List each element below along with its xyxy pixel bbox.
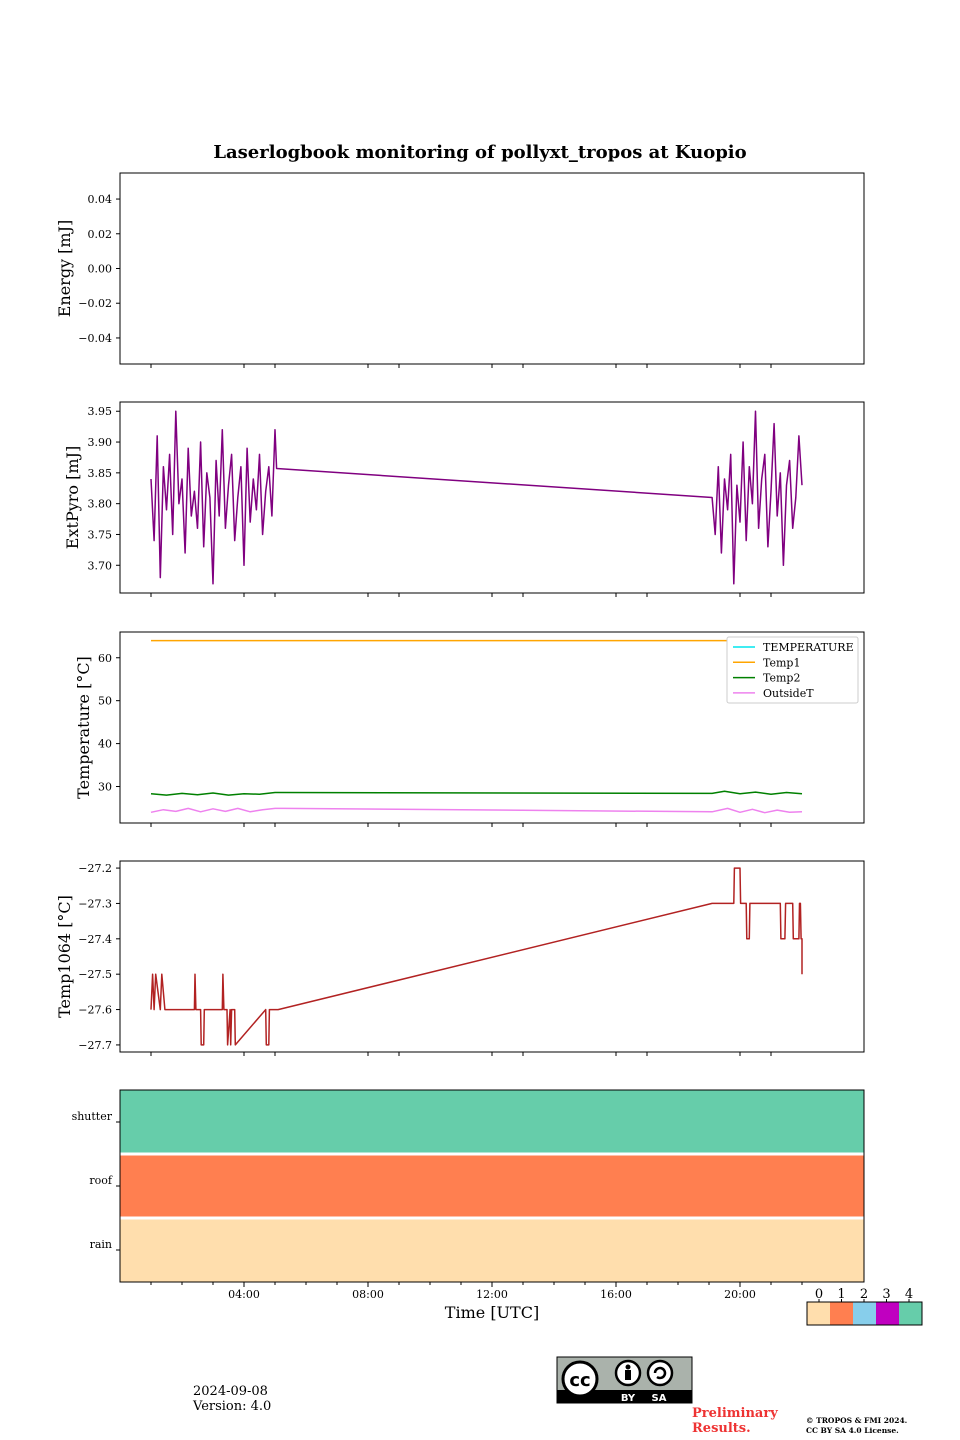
colorbar-tick-label: 2 — [860, 1287, 868, 1302]
y-axis-label: Energy [mJ] — [55, 220, 74, 318]
y-tick-label: 3.75 — [88, 528, 113, 541]
panel-frame — [119, 1089, 865, 1283]
legend: TEMPERATURE Temp1 Temp2 OutsideT — [726, 636, 859, 704]
y-tick-label: 3.85 — [88, 467, 113, 480]
colorbar-cell-3 — [876, 1302, 899, 1325]
colorbar-cell-4 — [899, 1302, 922, 1325]
panel-3: 60 50 40 30 Temperature [°C] TEMPERATURE Temp1… — [74, 631, 865, 827]
colorbar-cell-1 — [830, 1302, 853, 1325]
flag-row-rain — [120, 1218, 864, 1282]
legend-label: Temp1 — [763, 656, 800, 669]
legend-box — [726, 636, 859, 704]
legend-label: OutsideT — [763, 687, 814, 700]
copyright-line-2: CC BY SA 4.0 License. — [806, 1426, 899, 1435]
colorbar-tick-label: 3 — [882, 1287, 890, 1302]
by-icon-head — [625, 1364, 631, 1370]
y-tick-label: 0.02 — [88, 228, 113, 241]
y-tick-label: −27.6 — [78, 1004, 112, 1017]
cc-icon-letters: cc — [569, 1370, 590, 1391]
colorbar-tick-label: 0 — [815, 1287, 823, 1302]
flag-row-shutter — [120, 1090, 864, 1154]
panel-frame — [119, 860, 865, 1053]
y-tick-label: 0.04 — [88, 193, 113, 206]
panel-frame — [119, 401, 865, 594]
y-tick-label: 50 — [98, 695, 112, 708]
row-label-roof: roof — [89, 1174, 113, 1187]
by-label: BY — [621, 1393, 636, 1404]
y-tick-label: 3.80 — [88, 498, 113, 511]
y-tick-label: −0.04 — [78, 332, 112, 345]
y-tick-label: −0.02 — [78, 297, 112, 310]
colorbar-tick-label: 4 — [905, 1287, 913, 1302]
preliminary-label: Preliminary Results. — [692, 1406, 778, 1436]
y-tick-label: −27.7 — [78, 1039, 112, 1052]
panel-1: 0.04 0.02 0.00 −0.02 −0.04 Energy [mJ] — [55, 172, 865, 368]
series-line-outsidet — [150, 807, 803, 814]
series-line-temp2 — [150, 790, 803, 796]
panel-2: 3.95 3.90 3.85 3.80 3.75 3.70 ExtPyro [mJ] — [63, 401, 865, 597]
copyright-line-1: © TROPOS & FMI 2024. — [806, 1416, 908, 1425]
date-label: 2024-09-08 — [193, 1384, 268, 1399]
sa-label: SA — [652, 1393, 667, 1404]
legend-label: Temp2 — [763, 672, 800, 685]
y-tick-label: 3.95 — [88, 405, 113, 418]
series-line-p4 — [150, 867, 803, 1046]
x-tick-label: 04:00 — [228, 1288, 260, 1301]
x-axis-label: Time [UTC] — [445, 1303, 539, 1322]
panel-frame — [119, 172, 865, 365]
x-tick-label: 16:00 — [600, 1288, 632, 1301]
sa-icon — [646, 1359, 674, 1387]
by-icon-body — [625, 1370, 631, 1380]
colorbar-cell-2 — [853, 1302, 876, 1325]
series-line-p2 — [150, 410, 803, 585]
y-axis-label: Temp1064 [°C] — [55, 895, 74, 1018]
x-tick-label: 12:00 — [476, 1288, 508, 1301]
y-axis-label: Temperature [°C] — [74, 656, 93, 799]
y-tick-label: 30 — [98, 781, 112, 794]
cc-license-badge: cc BY SA — [556, 1356, 693, 1404]
panel-bg — [120, 173, 864, 364]
y-tick-label: −27.2 — [78, 862, 112, 875]
y-tick-label: 3.90 — [88, 436, 113, 449]
figure-title: Laserlogbook monitoring of pollyxt_tropo… — [213, 142, 746, 163]
y-tick-label: 60 — [98, 652, 112, 665]
panel-frame — [119, 631, 865, 824]
sa-icon-arrow — [653, 1366, 667, 1380]
y-tick-label: −27.5 — [78, 968, 112, 981]
panel-4: −27.2 −27.3 −27.4 −27.5 −27.6 −27.7 Temp1064 [… — [55, 860, 865, 1056]
y-tick-label: −27.3 — [78, 897, 112, 910]
y-tick-label: 40 — [98, 738, 112, 751]
x-tick-label: 08:00 — [352, 1288, 384, 1301]
cc-icon — [561, 1360, 599, 1398]
y-tick-label: 0.00 — [88, 263, 113, 276]
version-label: Version: 4.0 — [193, 1399, 272, 1414]
panel-5: shutter roof rain 04:00 08:00 12:00 16:00 20:00… — [72, 1089, 923, 1326]
row-label-shutter: shutter — [72, 1110, 113, 1123]
colorbar-cell-0 — [807, 1302, 830, 1325]
colorbar-tick-label: 1 — [837, 1287, 845, 1302]
flag-row-roof — [120, 1154, 864, 1218]
row-label-rain: rain — [90, 1238, 112, 1251]
y-axis-label: ExtPyro [mJ] — [63, 446, 82, 549]
y-tick-label: 3.70 — [88, 559, 113, 572]
x-tick-label: 20:00 — [724, 1288, 756, 1301]
legend-label: TEMPERATURE — [763, 641, 854, 654]
y-tick-label: −27.4 — [78, 933, 112, 946]
